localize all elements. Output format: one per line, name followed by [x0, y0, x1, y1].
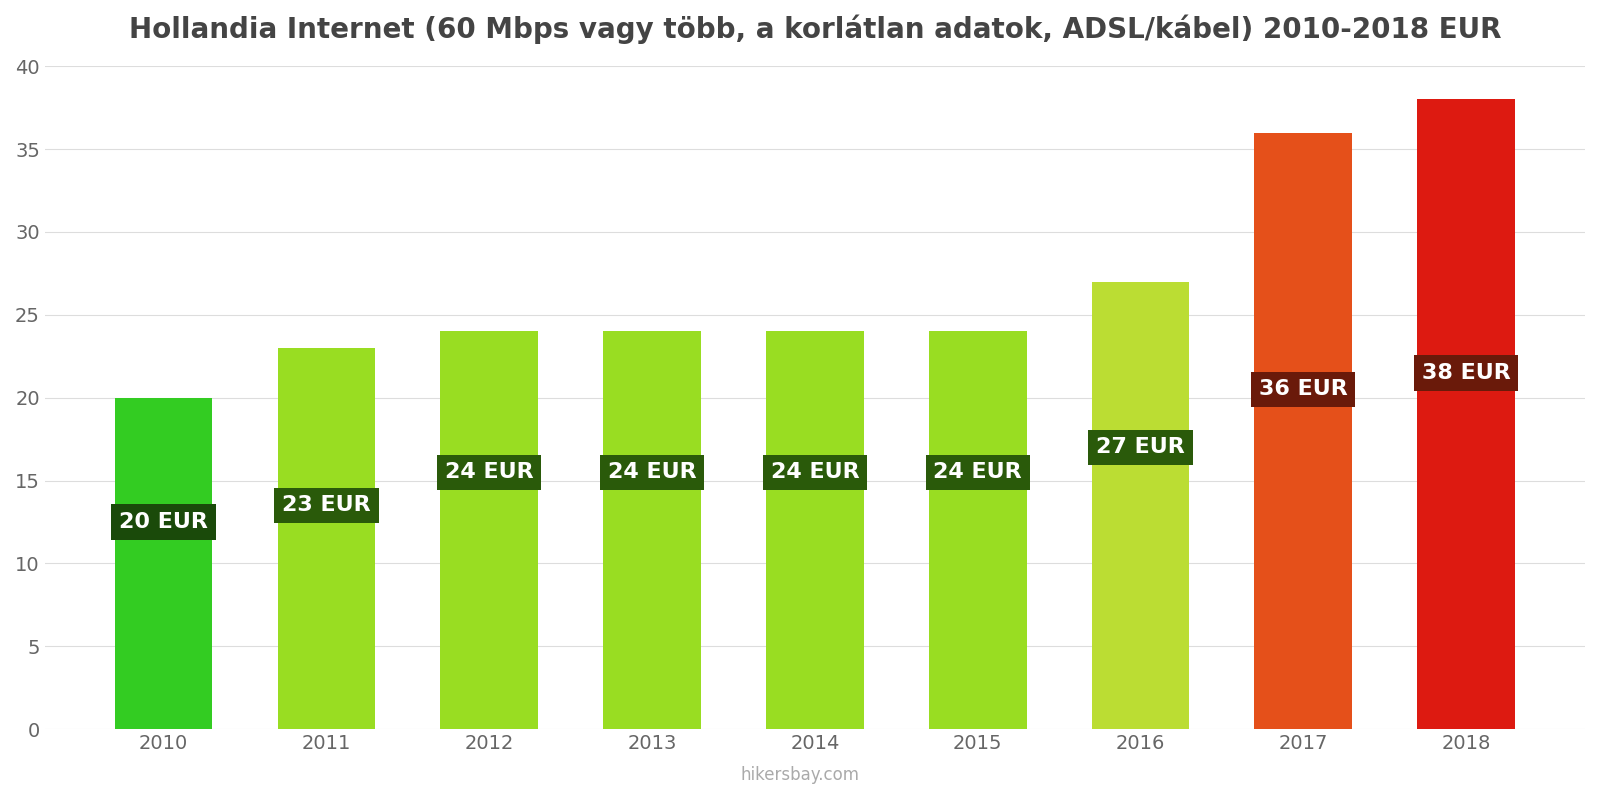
Text: 23 EUR: 23 EUR — [282, 495, 371, 515]
Bar — [603, 331, 701, 729]
Text: 20 EUR: 20 EUR — [118, 512, 208, 532]
Text: 27 EUR: 27 EUR — [1096, 438, 1186, 458]
Bar — [766, 331, 864, 729]
Text: 24 EUR: 24 EUR — [445, 462, 533, 482]
Bar — [1254, 133, 1352, 729]
Bar — [1091, 282, 1189, 729]
Bar — [277, 348, 376, 729]
Bar — [115, 398, 213, 729]
Text: 24 EUR: 24 EUR — [608, 462, 696, 482]
Text: hikersbay.com: hikersbay.com — [741, 766, 859, 784]
Title: Hollandia Internet (60 Mbps vagy több, a korlátlan adatok, ADSL/kábel) 2010-2018: Hollandia Internet (60 Mbps vagy több, a… — [128, 15, 1501, 45]
Bar — [930, 331, 1027, 729]
Text: 24 EUR: 24 EUR — [933, 462, 1022, 482]
Text: 24 EUR: 24 EUR — [771, 462, 859, 482]
Bar — [440, 331, 538, 729]
Text: 38 EUR: 38 EUR — [1422, 363, 1510, 383]
Bar — [1418, 99, 1515, 729]
Text: 36 EUR: 36 EUR — [1259, 379, 1347, 399]
